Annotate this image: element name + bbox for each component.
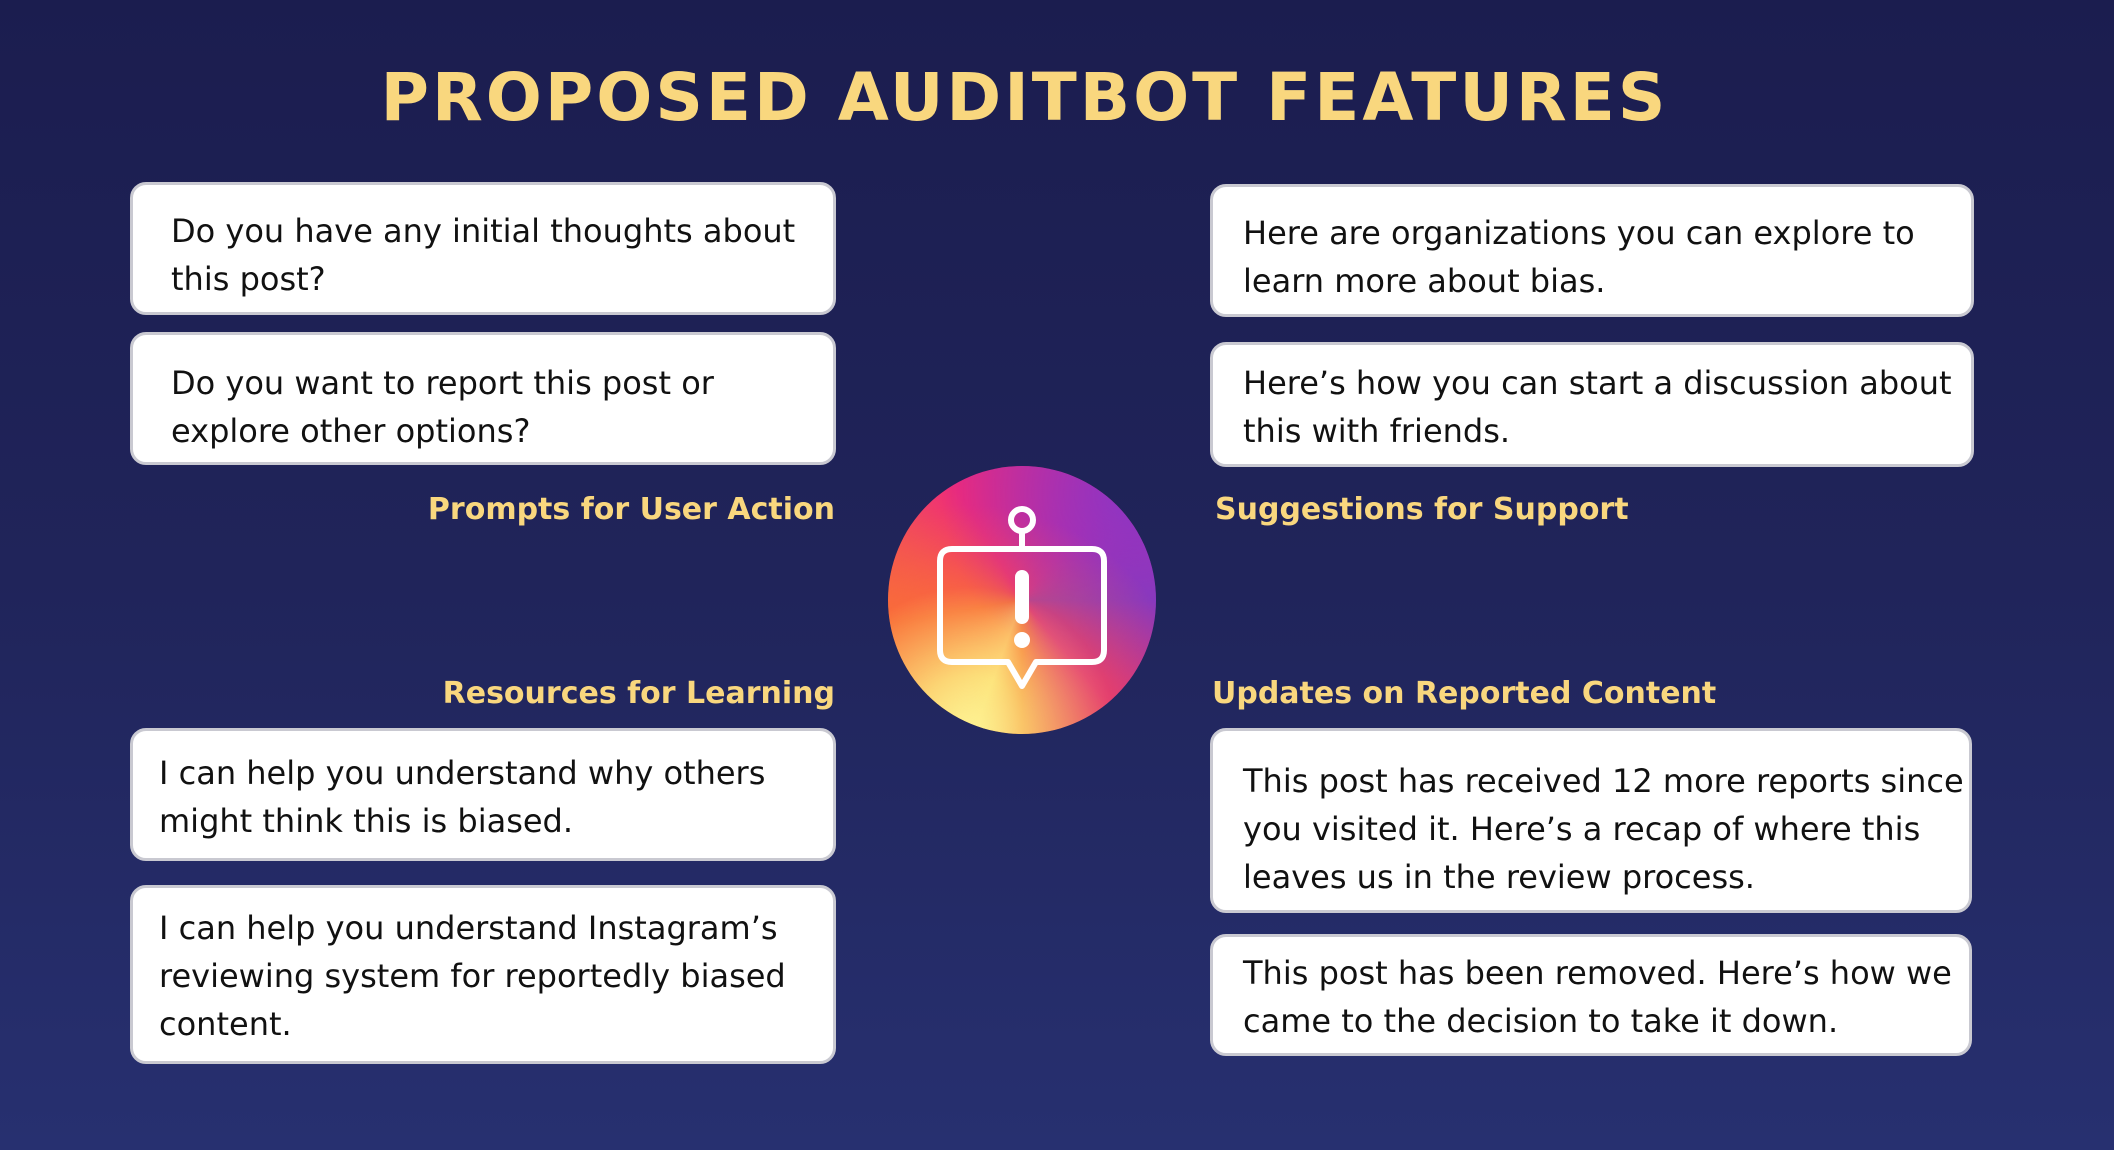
bubble-line: learn more about bias.	[1243, 262, 1606, 300]
bubble-line: leaves us in the review process.	[1243, 858, 1755, 896]
bubble-line: I can help you understand why others	[159, 754, 766, 792]
bubble-line: Here’s how you can start a discussion ab…	[1243, 364, 1952, 402]
bubble-line: you visited it. Here’s a recap of where …	[1243, 810, 1921, 848]
bubble-line: explore other options?	[171, 412, 531, 450]
support-bubble-1: Here are organizations you can explore t…	[1210, 184, 1974, 317]
updates-bubble-1: This post has received 12 more reports s…	[1210, 728, 1972, 913]
bubble-line: Here are organizations you can explore t…	[1243, 214, 1915, 252]
bubble-line: content.	[159, 1005, 292, 1043]
learning-bubble-2: I can help you understand Instagram’s re…	[130, 885, 836, 1064]
page-title: PROPOSED AUDITBOT FEATURES	[380, 59, 1669, 136]
bubble-line: this with friends.	[1243, 412, 1511, 450]
bubble-line: reviewing system for reportedly biased	[159, 957, 786, 995]
section-label-learning: Resources for Learning	[442, 676, 835, 711]
support-bubble-2: Here’s how you can start a discussion ab…	[1210, 342, 1974, 467]
prompt-bubble-1: Do you have any initial thoughts about t…	[130, 182, 836, 315]
bubble-line: This post has been removed. Here’s how w…	[1243, 954, 1952, 992]
bubble-line: Do you have any initial thoughts about	[171, 212, 796, 250]
section-label-updates: Updates on Reported Content	[1212, 676, 1717, 711]
bubble-line: This post has received 12 more reports s…	[1243, 762, 1964, 800]
alert-chat-bubble-icon	[888, 466, 1156, 734]
bubble-line: came to the decision to take it down.	[1243, 1002, 1839, 1040]
bubble-line: this post?	[171, 260, 326, 298]
updates-bubble-2: This post has been removed. Here’s how w…	[1210, 934, 1972, 1056]
prompt-bubble-2: Do you want to report this post or explo…	[130, 332, 836, 465]
bubble-line: might think this is biased.	[159, 802, 574, 840]
bubble-line: I can help you understand Instagram’s	[159, 909, 778, 947]
alert-chat-bubble-icon-graphic	[937, 506, 1107, 689]
bubble-line: Do you want to report this post or	[171, 364, 714, 402]
learning-bubble-1: I can help you understand why others mig…	[130, 728, 836, 861]
section-label-prompts: Prompts for User Action	[427, 492, 835, 527]
section-label-support: Suggestions for Support	[1215, 492, 1629, 527]
